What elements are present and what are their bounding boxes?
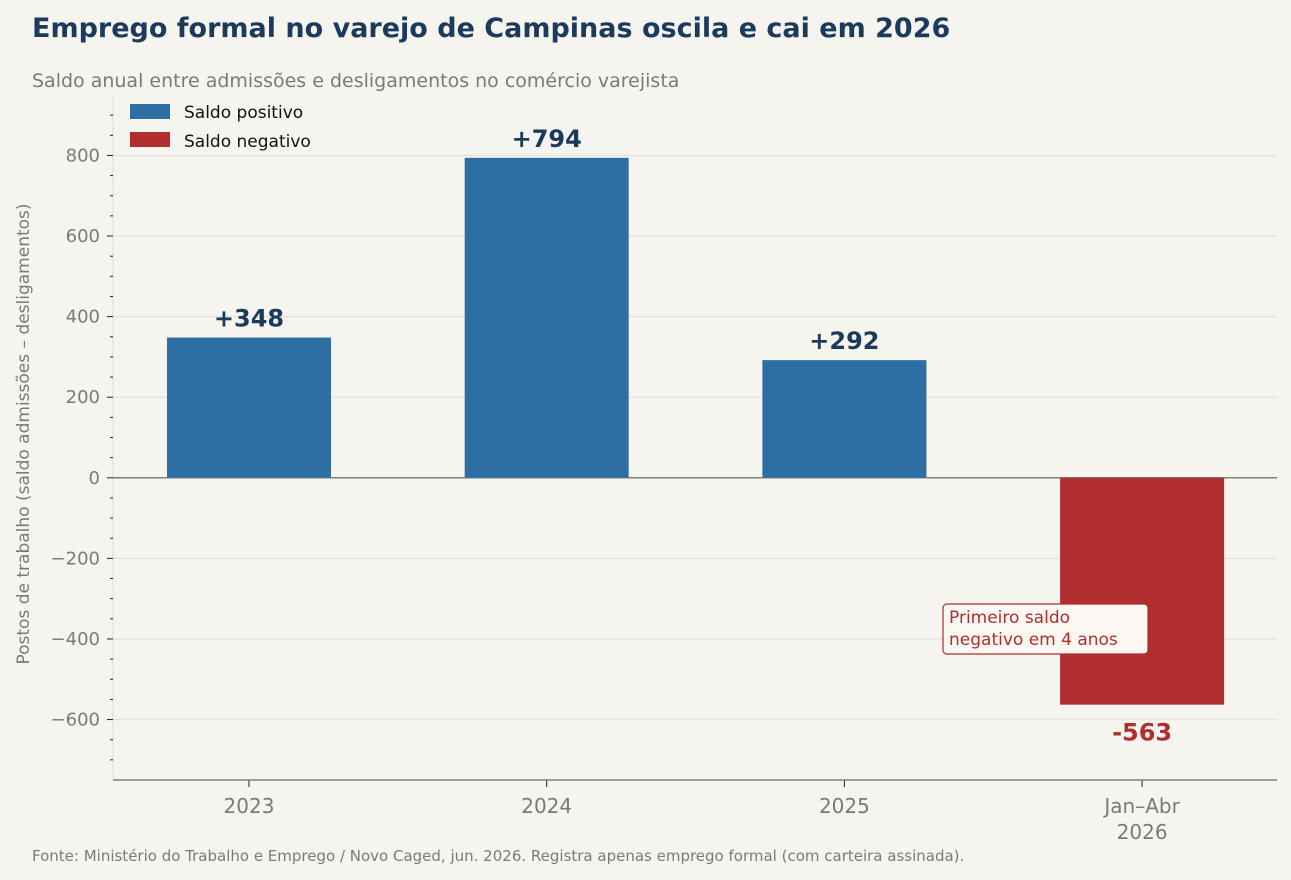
annotation-line-1: Primeiro saldo [949, 608, 1070, 628]
x-tick-label: 2025 [819, 794, 870, 818]
data-label: +794 [512, 125, 582, 153]
bars [167, 157, 1225, 705]
data-labels: +348 +794 +292 -563 [214, 125, 1172, 747]
y-tick-label: −600 [51, 710, 100, 731]
x-tick-label: 2024 [521, 794, 572, 818]
bar-2024 [464, 157, 629, 478]
y-tick-label: −200 [51, 548, 100, 569]
annotation-line-2: negativo em 4 anos [949, 630, 1118, 650]
bar-2023 [167, 337, 331, 478]
y-tick-label: 600 [66, 226, 100, 247]
y-tick-label: 200 [66, 387, 100, 408]
y-tick-label: 0 [89, 468, 100, 489]
y-tick-label: −400 [51, 629, 100, 650]
data-label: +292 [809, 327, 879, 355]
chart-title: Emprego formal no varejo de Campinas osc… [32, 13, 950, 44]
legend-label-positive: Saldo positivo [184, 103, 303, 123]
x-tick-label: 2023 [224, 794, 275, 818]
chart-subtitle: Saldo anual entre admissões e desligamen… [32, 70, 679, 92]
y-tick-label: 400 [66, 307, 100, 328]
legend-label-negative: Saldo negativo [184, 132, 311, 152]
y-axis-title: Postos de trabalho (saldo admissões – de… [14, 203, 34, 664]
bar-jan-abr-2026 [1060, 477, 1225, 705]
legend-swatch-negative [130, 132, 170, 147]
legend-swatch-positive [130, 104, 170, 119]
y-tick-label: 800 [66, 145, 100, 166]
x-tick-label: Jan–Abr [1102, 794, 1180, 818]
data-label: +348 [214, 305, 284, 333]
bar-2025 [762, 360, 927, 478]
annotation: Primeiro saldo negativo em 4 anos [942, 603, 1149, 655]
data-label: -563 [1112, 719, 1172, 747]
legend: Saldo positivo Saldo negativo [130, 103, 311, 152]
x-tick-label: 2026 [1117, 820, 1168, 844]
annotation-box [942, 603, 1149, 655]
source-note: Fonte: Ministério do Trabalho e Emprego … [32, 847, 964, 865]
